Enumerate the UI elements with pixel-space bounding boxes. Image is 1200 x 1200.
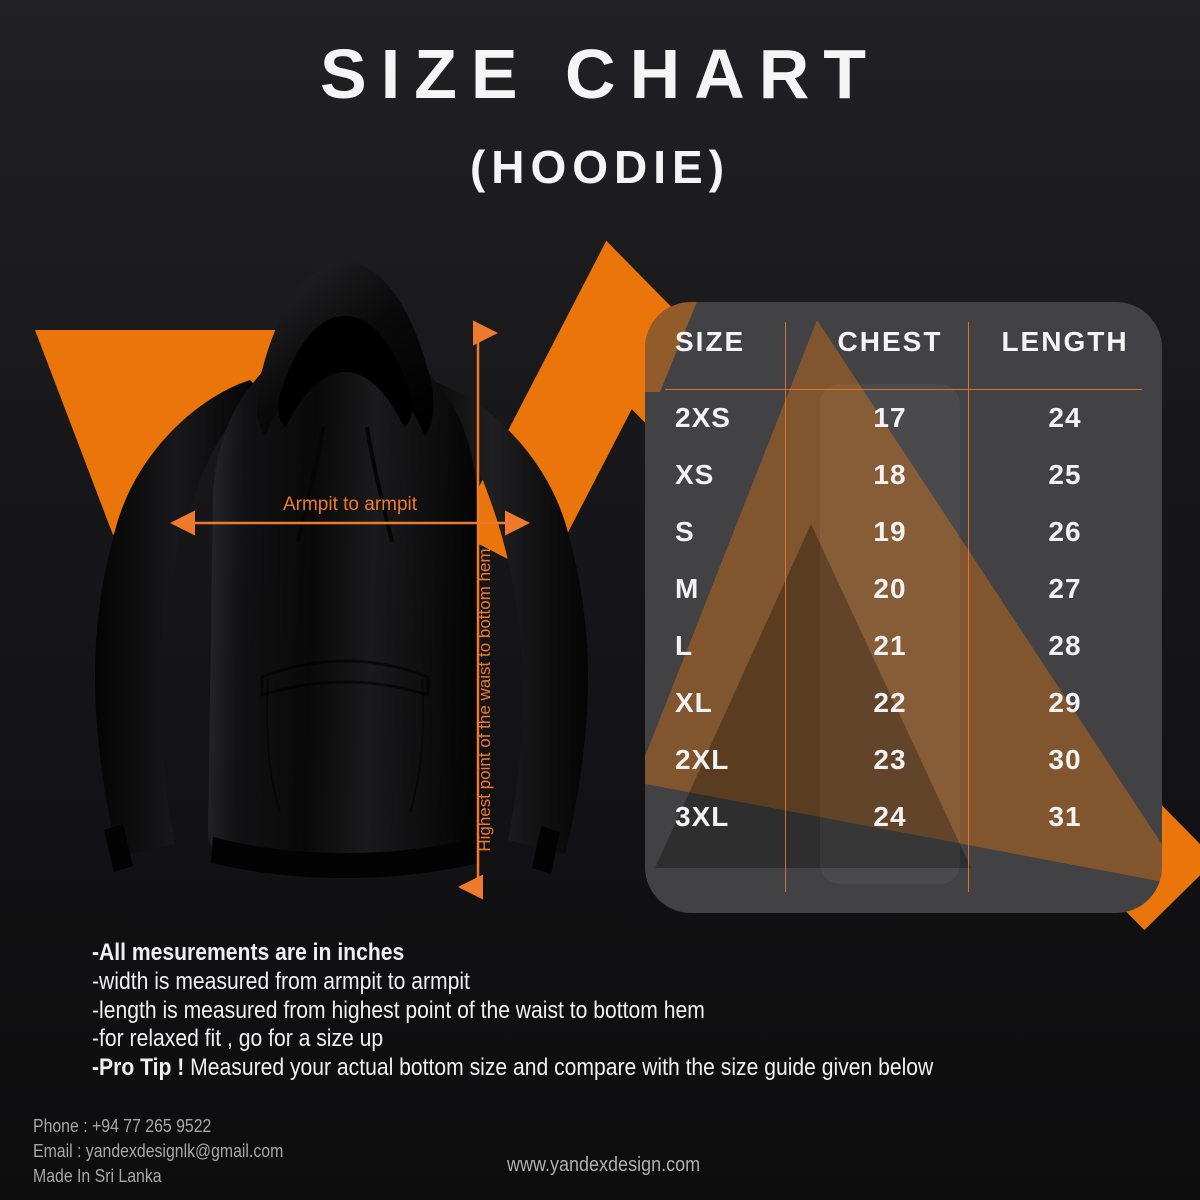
svg-text:Armpit to armpit: Armpit to armpit	[283, 494, 418, 515]
svg-text:Highest point of the waist to: Highest point of the waist to bottom hem	[475, 548, 494, 851]
